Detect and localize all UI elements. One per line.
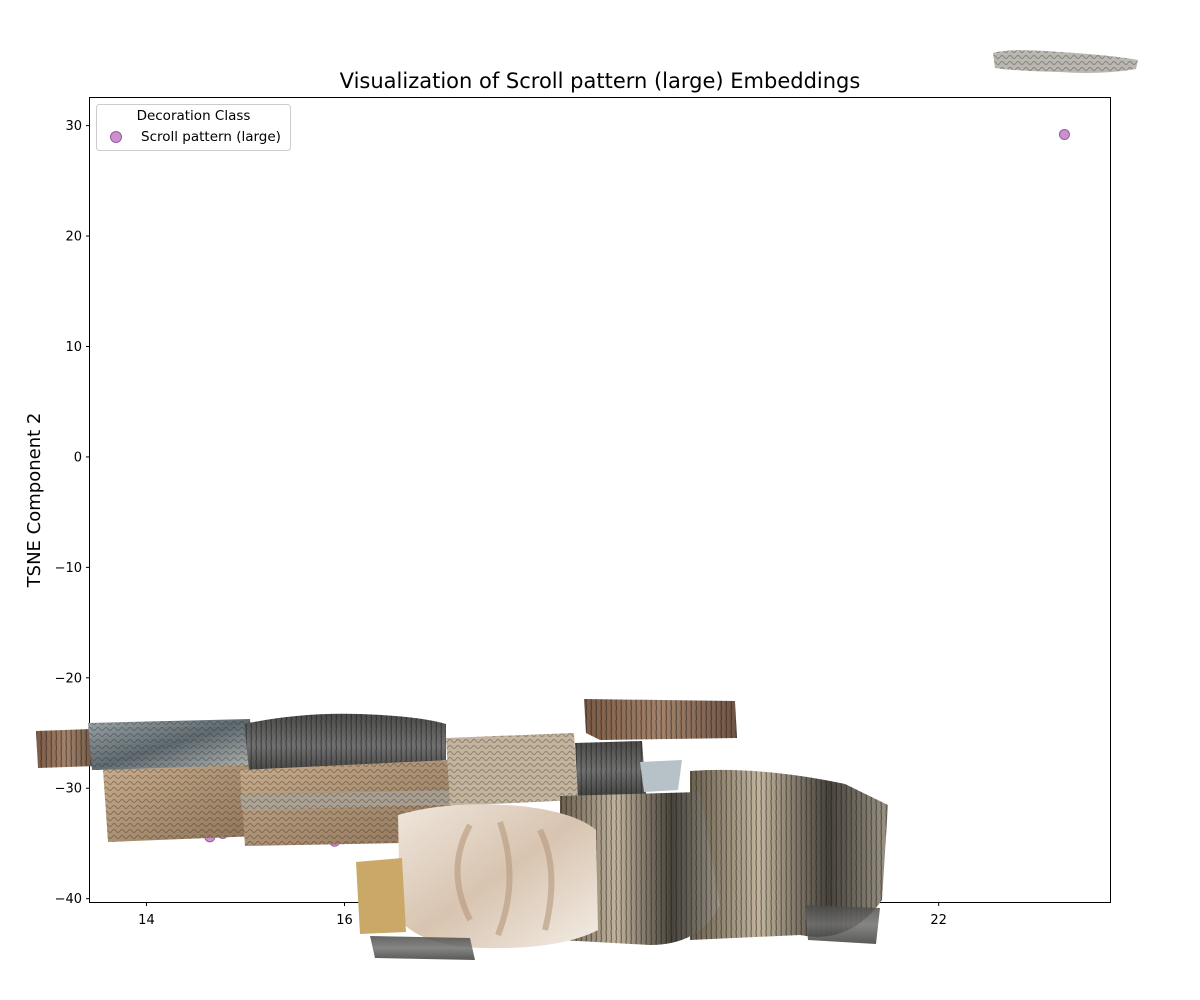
overlay-thumbnail-light-blue <box>640 760 682 792</box>
legend-marker <box>110 131 122 143</box>
overlay-thumbnail-dark-gray <box>244 713 446 778</box>
overlay-thumbnail-charcoal-right <box>690 769 888 940</box>
y-tick-label: 30 <box>65 119 82 134</box>
overlay-thumbnail-gray-white <box>993 50 1138 73</box>
overlay-thumbnail-beige <box>446 733 578 806</box>
y-tick-label: −30 <box>55 782 82 797</box>
y-tick-label: −20 <box>55 671 82 686</box>
overlay-thumbnail-mixed-dark <box>575 741 646 800</box>
legend-box <box>96 104 291 151</box>
scatter-point <box>1058 128 1070 140</box>
overlay-thumbnail-brown-top <box>584 699 737 740</box>
legend-title: Decoration Class <box>137 108 251 124</box>
y-axis-label: TSNE Component 2 <box>24 413 45 589</box>
y-tick-label: −10 <box>55 561 82 576</box>
y-tick-label: 20 <box>65 230 82 245</box>
overlay-thumbnail-ochre <box>356 858 406 934</box>
embedding-image-overlays <box>36 50 1138 960</box>
overlay-thumbnail-left-strip <box>36 729 96 768</box>
y-tick-label: 10 <box>65 340 82 355</box>
legend: Decoration Class Scroll pattern (large) <box>96 104 291 151</box>
overlay-thumbnail-bottom-fragments <box>370 905 880 960</box>
overlay-thumbnail-cream-scroll <box>398 804 598 949</box>
overlay-thumbnail-scroll-left <box>103 765 258 842</box>
y-axis-ticks: 30 20 10 0 −10 −20 −30 −40 <box>55 119 90 907</box>
x-tick-label: 16 <box>336 913 353 928</box>
x-tick-label: 14 <box>138 913 155 928</box>
chart-title: Visualization of Scroll pattern (large) … <box>340 69 861 93</box>
overlay-thumbnail-gray-blue <box>88 719 253 770</box>
x-tick-label: 22 <box>930 913 947 928</box>
legend-label-scroll-pattern-large: Scroll pattern (large) <box>141 129 281 145</box>
y-tick-label: 0 <box>74 450 82 465</box>
overlay-thumbnail-cluster-center <box>560 792 720 945</box>
x-axis-ticks: 14 16 22 <box>138 902 947 928</box>
y-tick-label: −40 <box>55 892 82 907</box>
